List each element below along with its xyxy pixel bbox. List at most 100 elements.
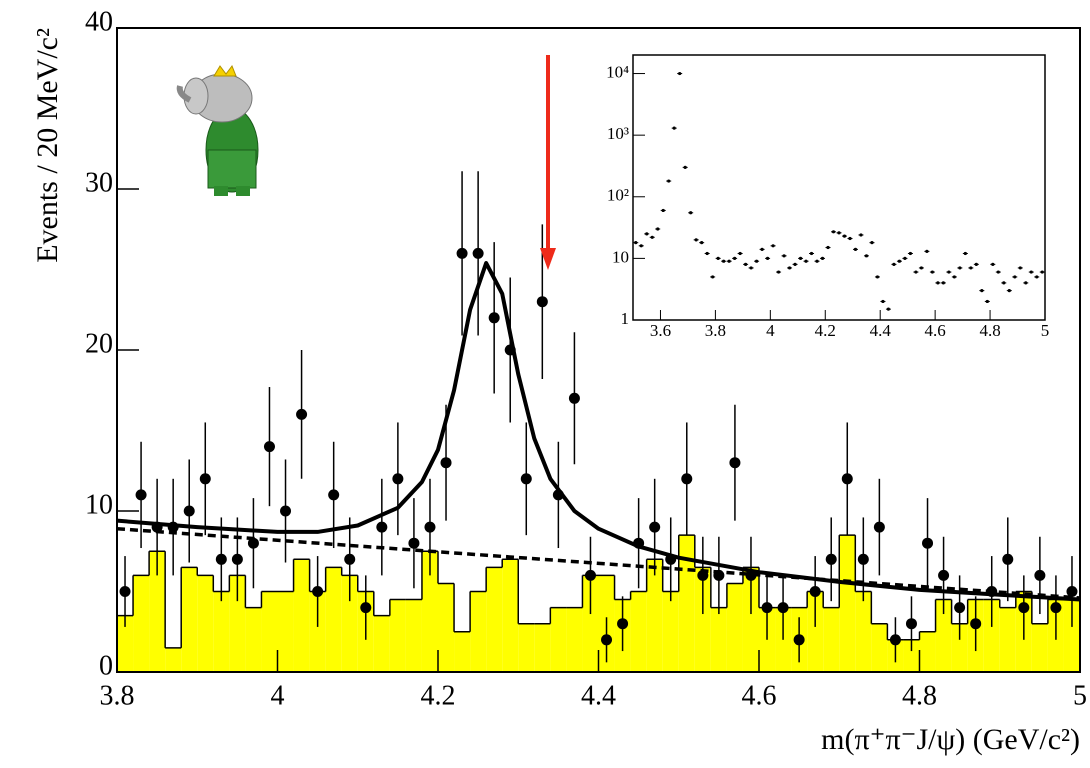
data-point: [167, 521, 179, 533]
background-bar: [903, 639, 920, 672]
background-bar: [341, 575, 358, 672]
data-point: [986, 586, 998, 597]
inset-point: [793, 262, 797, 266]
inset-point: [700, 241, 704, 245]
background-bar: [550, 607, 567, 672]
background-bar: [277, 591, 294, 672]
arrow: [540, 55, 556, 270]
data-point: [456, 247, 468, 259]
data-point: [424, 521, 436, 533]
data-point: [857, 553, 869, 565]
background-bar: [261, 591, 278, 672]
data-point: [552, 489, 564, 501]
data-point: [1050, 602, 1062, 614]
inset-point: [985, 299, 989, 304]
inset-point: [826, 245, 830, 250]
inset-point: [738, 251, 742, 256]
inset-point: [930, 270, 934, 274]
inset-point: [870, 241, 874, 245]
background-bar: [149, 551, 166, 672]
inset-point: [804, 259, 808, 263]
inset-point: [936, 281, 940, 285]
inset-x-tick-label: 4.4: [870, 321, 892, 340]
inset-point: [733, 256, 737, 260]
inset-point: [952, 275, 956, 279]
inset-point: [1007, 289, 1011, 293]
inset-point: [678, 71, 682, 76]
inset-point: [831, 230, 836, 234]
data-point: [970, 618, 982, 630]
babar-logo: [176, 64, 259, 196]
data-point: [938, 569, 950, 581]
background-bar: [999, 607, 1016, 672]
inset-y-tick-label: 10: [612, 247, 629, 266]
data-point: [729, 457, 741, 469]
data-point: [312, 586, 324, 597]
inset-point: [1024, 281, 1028, 285]
inset-point: [755, 259, 759, 263]
background-bar: [213, 591, 230, 672]
inset-point: [859, 233, 863, 237]
background-bar: [117, 615, 134, 672]
data-point: [472, 247, 484, 259]
inset-point: [1035, 275, 1039, 279]
background-bar: [694, 567, 711, 672]
data-point: [183, 505, 195, 517]
data-point: [761, 602, 773, 614]
x-tick-label: 4.6: [742, 680, 777, 711]
data-point: [231, 553, 243, 565]
inset-point: [886, 307, 891, 311]
background-bar: [325, 567, 342, 672]
inset-x-tick-label: 4.8: [979, 321, 1000, 340]
inset-point: [947, 270, 951, 274]
background-bar: [919, 631, 936, 672]
data-point: [633, 537, 645, 549]
data-point: [376, 521, 388, 533]
background-bar: [165, 647, 182, 672]
data-point: [873, 521, 885, 533]
inset-point: [919, 266, 924, 270]
inset-point: [853, 247, 858, 251]
inset-point: [925, 249, 929, 253]
data-point: [280, 505, 292, 517]
inset-point: [694, 238, 698, 242]
data-point: [151, 521, 163, 533]
x-tick-label: 3.8: [100, 680, 135, 711]
data-point: [745, 569, 757, 581]
data-point: [215, 553, 227, 565]
data-point: [408, 537, 420, 549]
background-bar: [373, 615, 390, 672]
background-bar: [662, 591, 679, 672]
inset-point: [842, 234, 847, 238]
data-point: [135, 489, 147, 501]
inset-point: [1029, 270, 1033, 274]
background-bar: [405, 599, 422, 672]
background-bar: [855, 591, 872, 672]
data-point: [296, 408, 308, 420]
data-point: [809, 586, 821, 597]
inset-x-tick-label: 4: [766, 321, 775, 340]
data-point: [825, 553, 837, 565]
background-bar: [133, 575, 150, 672]
data-point: [697, 569, 709, 581]
y-axis-label: Events / 20 MeV/c²: [31, 28, 64, 263]
data-point: [504, 344, 516, 356]
data-point: [1034, 569, 1046, 581]
inset-point: [809, 251, 814, 256]
inset-point: [875, 275, 880, 279]
data-point: [1066, 586, 1078, 597]
data-point: [488, 312, 500, 324]
x-tick-label: 4.4: [581, 680, 616, 711]
background-bar: [807, 591, 824, 672]
inset-point: [639, 244, 643, 248]
background-bar: [502, 559, 519, 672]
data-point: [905, 618, 917, 630]
background-bar: [245, 607, 262, 672]
data-point: [536, 296, 548, 308]
inset-x-tick-label: 4.2: [815, 321, 836, 340]
background-bar: [293, 559, 310, 672]
background-bar: [421, 551, 438, 672]
inset-plot: 1 10 10² 10³ 10⁴ 3.6 3.8 4 4.2 4.4 4.6 4.8 5: [606, 54, 1049, 340]
data-point: [584, 569, 596, 581]
